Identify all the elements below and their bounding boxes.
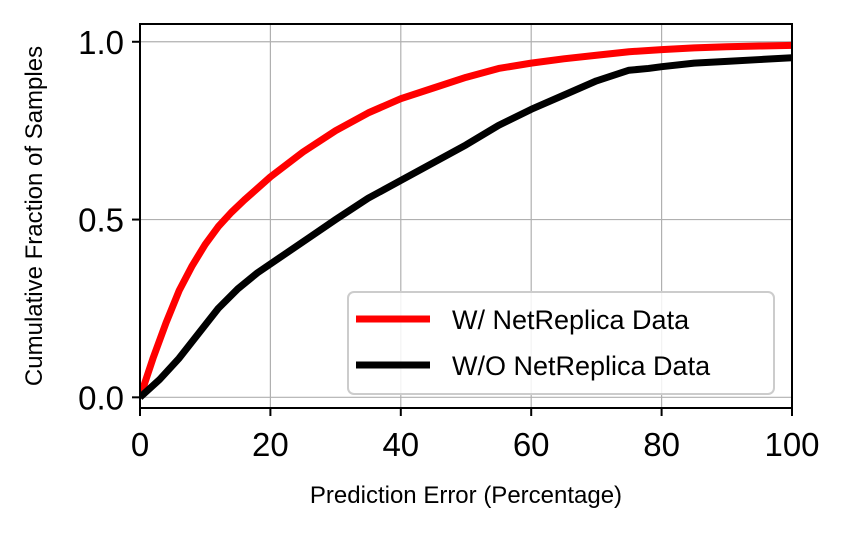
x-tick-label: 40 (382, 426, 419, 463)
series-line-with-netreplica (140, 41, 792, 399)
y-tick-label: 0.5 (78, 202, 124, 239)
y-tick-label: 1.0 (78, 24, 124, 61)
x-tick-label: 100 (764, 426, 819, 463)
legend: W/ NetReplica Data W/O NetReplica Data (347, 291, 775, 395)
legend-label-without: W/O NetReplica Data (452, 351, 711, 381)
legend-box (347, 291, 775, 395)
series-line-without-netreplica (140, 54, 792, 400)
x-tick-label: 20 (252, 426, 289, 463)
x-tick-label: 0 (131, 426, 149, 463)
legend-label-with: W/ NetReplica Data (452, 305, 690, 335)
y-axis-label: Cumulative Fraction of Samples (21, 46, 48, 386)
axis-ticks: 0 20 40 60 80 100 0.0 0.5 1.0 (78, 24, 819, 463)
y-tick-label: 0.0 (78, 379, 124, 416)
x-tick-label: 80 (643, 426, 680, 463)
plot-frame (139, 23, 793, 409)
series-lines (140, 41, 792, 400)
x-axis-label: Prediction Error (Percentage) (310, 482, 622, 509)
x-tick-label: 60 (513, 426, 550, 463)
